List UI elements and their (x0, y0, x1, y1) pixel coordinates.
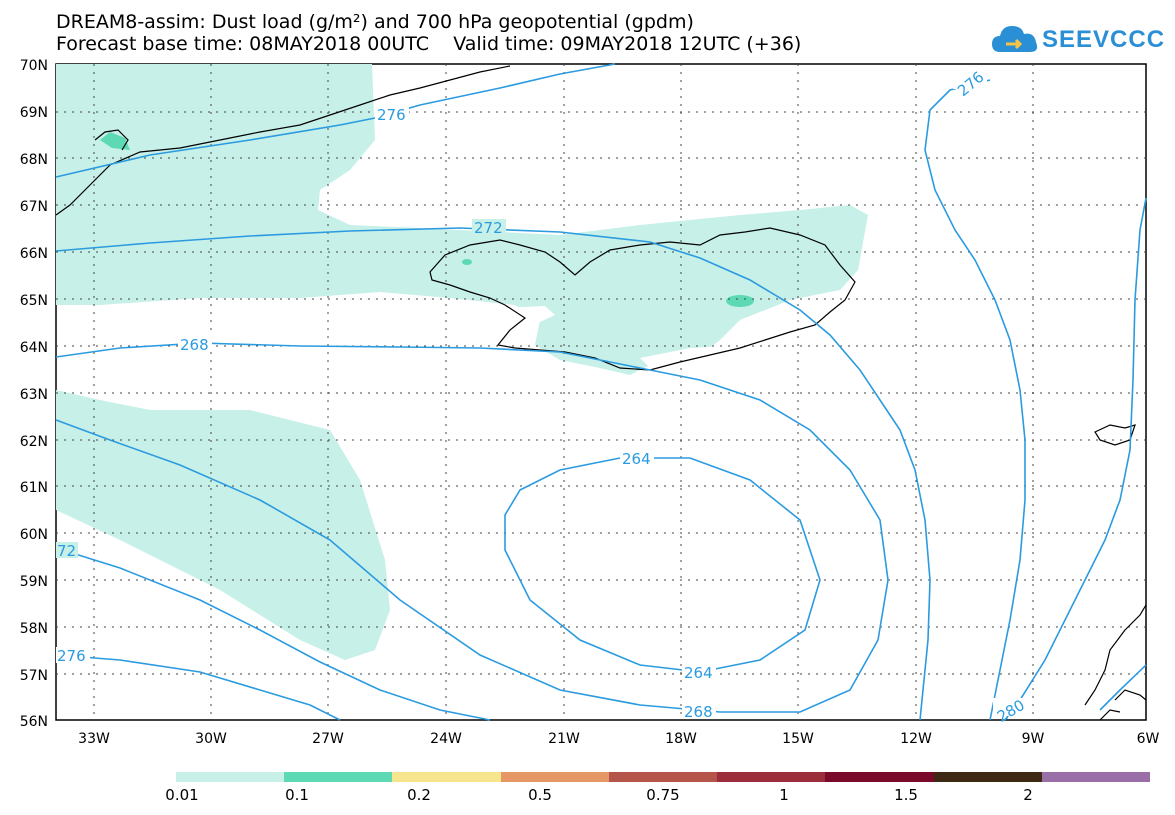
seevccc-logo: SEEVCCC (990, 18, 1164, 62)
lon-label: 12W (900, 731, 932, 747)
dust-area-southwest (56, 390, 390, 660)
lat-label: 68N (20, 152, 48, 168)
contour-label-268-bottom: 268 (684, 703, 713, 721)
colorbar-label: 1 (779, 786, 789, 804)
logo-text: SEEVCCC (1042, 26, 1166, 53)
lat-label: 63N (20, 387, 48, 403)
dust-peak-westfjords (462, 259, 472, 265)
lat-label: 62N (20, 434, 48, 450)
colorbar-segment (1041, 772, 1150, 782)
contour-labels: 276 276 272 268 264 264 268 72 276 280 (56, 68, 1028, 726)
colorbar (176, 772, 1150, 782)
lat-label: 67N (20, 199, 48, 215)
colorbar-segment (176, 772, 285, 782)
colorbar-segment (717, 772, 826, 782)
lon-axis-labels: 33W 30W 27W 24W 21W 18W 15W 12W 9W 6W (78, 731, 1159, 747)
geopotential-contours (55, 63, 1147, 721)
dust-areas (56, 64, 868, 660)
lon-label: 9W (1022, 731, 1045, 747)
dust-peaks (100, 132, 754, 307)
lat-axis-labels: 70N 69N 68N 67N 66N 65N 64N 63N 62N 61N … (20, 58, 48, 730)
coast-scotland (1084, 604, 1147, 706)
lat-label: 56N (20, 714, 48, 730)
colorbar-label: 0.2 (407, 786, 431, 804)
colorbar-segment (933, 772, 1042, 782)
contour-264 (504, 457, 821, 673)
map-title: DREAM8-assim: Dust load (g/m²) and 700 h… (56, 11, 694, 33)
lat-label: 58N (20, 621, 48, 637)
contour-label-264-top: 264 (622, 450, 651, 468)
dust-area-north (56, 64, 868, 375)
contour-276-east (924, 79, 1026, 721)
cloud-icon (992, 26, 1038, 52)
graticule (56, 64, 1146, 720)
coast-greenland (55, 65, 511, 216)
lat-label: 60N (20, 527, 48, 543)
colorbar-segment (825, 772, 934, 782)
coast-faroe (1094, 424, 1136, 446)
contour-label-276-left: 276 (57, 647, 86, 665)
colorbar-segment (608, 772, 718, 782)
lat-label: 57N (20, 668, 48, 684)
colorbar-label: 0.75 (646, 786, 680, 804)
colorbar-segment (500, 772, 609, 782)
lat-label: 69N (20, 105, 48, 121)
colorbar-segment (284, 772, 393, 782)
lon-label: 33W (78, 731, 110, 747)
colorbar-label: 0.01 (165, 786, 199, 804)
lon-label: 24W (430, 731, 462, 747)
lon-label: 21W (548, 731, 580, 747)
contour-268 (55, 342, 889, 713)
colorbar-label: 1.5 (894, 786, 918, 804)
lon-label: 30W (195, 731, 227, 747)
lon-label: 6W (1137, 731, 1160, 747)
dust-peak-greenland (100, 132, 130, 150)
lat-label: 66N (20, 246, 48, 262)
colorbar-label: 0.5 (528, 786, 552, 804)
colorbar-segment (392, 772, 501, 782)
lon-label: 15W (782, 731, 814, 747)
contour-272-south (55, 547, 491, 721)
lat-label: 59N (20, 574, 48, 590)
contour-label-272: 272 (474, 219, 503, 237)
lon-label: 27W (312, 731, 344, 747)
contour-label-72-left: 72 (57, 542, 76, 560)
contour-label-268-left: 268 (180, 336, 209, 354)
lon-label: 18W (665, 731, 697, 747)
map-subtitle: Forecast base time: 08MAY2018 00UTC Vali… (56, 33, 802, 55)
colorbar-label: 0.1 (285, 786, 309, 804)
contour-276-south (55, 654, 341, 721)
contour-272 (55, 227, 931, 721)
contour-280 (1004, 197, 1147, 721)
contour-label-264-bottom: 264 (684, 664, 713, 682)
colorbar-label: 2 (1023, 786, 1033, 804)
lat-label: 65N (20, 293, 48, 309)
lat-label: 64N (20, 340, 48, 356)
dust-peak-iceland (726, 295, 754, 307)
contour-label-276-top: 276 (377, 106, 406, 124)
coast-iceland (429, 227, 856, 371)
coastlines (55, 65, 1147, 721)
lat-label: 70N (20, 58, 48, 74)
lat-label: 61N (20, 480, 48, 496)
